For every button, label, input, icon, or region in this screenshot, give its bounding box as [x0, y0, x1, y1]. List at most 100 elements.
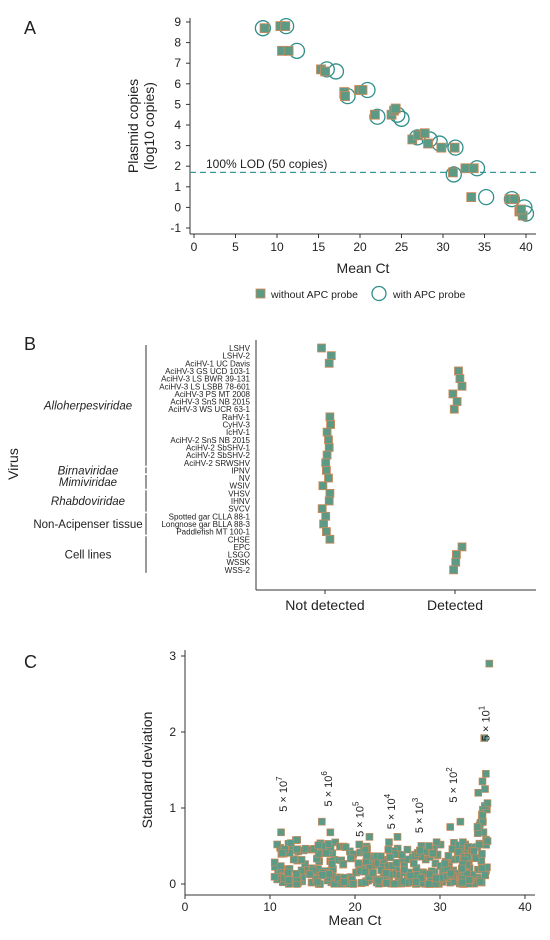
panel-c-y-tick-label: 2 [169, 725, 176, 739]
virus-label: VHSV [228, 489, 250, 498]
panel-a-x-tick-label: 10 [270, 240, 284, 254]
point-without-apc-probe [280, 21, 291, 32]
sd-point [432, 838, 441, 847]
legend-label-with-apc: with APC probe [392, 289, 466, 301]
sd-point [278, 849, 287, 857]
virus-result-point [321, 465, 331, 475]
virus-label: AciHV-3 SnS NB 2015 [170, 398, 250, 407]
point-with-apc-probe [445, 166, 462, 183]
sd-point [410, 859, 418, 868]
virus-result-point [457, 381, 467, 391]
panel-a-y-label-line1: Plasmid copies [125, 79, 141, 173]
sd-point [340, 878, 348, 886]
sd-point [326, 828, 335, 837]
virus-result-point [457, 542, 467, 552]
sd-point [481, 871, 490, 880]
point-without-apc-probe [468, 163, 479, 174]
panel-c-y-tick-label: 0 [169, 877, 176, 891]
panel-a-x-tick-label: 20 [353, 240, 367, 254]
sd-point [322, 849, 330, 858]
point-with-apc-probe [503, 191, 521, 208]
point-with-apc-probe [327, 63, 345, 80]
virus-label: WSS-2 [225, 566, 251, 575]
virus-result-point [324, 435, 333, 445]
virus-label: AciHV-3 LS BWR 39-131 [161, 375, 250, 384]
sd-point [403, 845, 412, 854]
panel-a-y-tick-label: 3 [174, 139, 181, 153]
point-without-apc-probe [460, 163, 471, 174]
virus-label: AciHV-3 GS UCD 103-1 [165, 367, 250, 376]
panel-c-x-tick-label: 40 [518, 900, 532, 914]
sd-point [481, 785, 489, 793]
sd-point [284, 876, 293, 884]
lod-label: 100% LOD (50 copies) [206, 157, 327, 171]
sd-point [384, 845, 393, 854]
virus-result-point [321, 458, 331, 468]
sd-point [458, 864, 466, 873]
virus-result-point [449, 565, 459, 575]
panel-a-y-tick-label: 6 [174, 77, 181, 91]
virus-label: CHSE [228, 535, 250, 544]
sd-point [374, 876, 383, 885]
point-without-apc-probe [449, 142, 460, 153]
panel-label-a: A [24, 18, 36, 38]
panel-c-chart: 0 10 20 30 40 0 1 2 3 5 × 107 5 × 106 5 × 105 5 × … [139, 649, 535, 928]
virus-label: AciHV-3 WS UCR 63-1 [168, 405, 250, 414]
sd-point [425, 880, 433, 888]
virus-label: IHNV [231, 497, 251, 506]
virus-result-point [324, 358, 334, 368]
virus-label: Spotted gar CLLA 88-1 [169, 512, 251, 521]
panel-label-b: B [24, 334, 36, 354]
virus-result-point [322, 427, 332, 437]
virus-label: AciHV-3 PS MT 2008 [175, 390, 251, 399]
virus-result-point [325, 534, 335, 544]
virus-family-label: Rhabdoviridae [51, 496, 125, 508]
panel-a-x-tick-label: 5 [232, 240, 239, 254]
virus-label: RaHV-1 [222, 413, 251, 422]
panel-c-y-tick-label: 3 [169, 649, 176, 663]
sd-point [393, 833, 402, 841]
panel-c-x-tick-label: 20 [348, 900, 362, 914]
panel-a-x-tick-label: 30 [436, 240, 450, 254]
sd-point [365, 872, 374, 881]
panel-a-y-tick-label: 2 [174, 159, 181, 173]
point-without-apc-probe [370, 109, 380, 120]
virus-label: AciHV-2 SbSHV-2 [186, 451, 251, 460]
panel-a-y-label-line2: (log10 copies) [141, 82, 157, 170]
virus-result-point [451, 550, 461, 559]
sd-point [365, 833, 374, 841]
panel-b-category-label: Detected [427, 597, 483, 613]
sd-point [385, 838, 393, 847]
virus-label: AciHV-2 SbSHV-1 [186, 443, 251, 452]
sd-point [478, 811, 487, 820]
sd-point [382, 869, 390, 877]
virus-result-point [324, 443, 334, 452]
virus-family-label: Birnaviridae [58, 465, 119, 477]
virus-result-point [317, 343, 326, 353]
sd-point [377, 852, 385, 861]
virus-label: AciHV-2 SnS NB 2015 [170, 436, 250, 445]
sd-point [425, 842, 433, 850]
panel-a-x-tick-label: 25 [395, 240, 409, 254]
sd-point [454, 848, 463, 856]
panel-b-y-label: Virus [5, 448, 21, 480]
virus-label: LSHV [229, 344, 251, 353]
sd-point [465, 876, 474, 884]
virus-result-point [326, 351, 336, 361]
sd-point [483, 799, 492, 807]
sd-point [473, 829, 482, 837]
sd-point [328, 860, 336, 868]
sd-point [270, 872, 279, 881]
panel-a-y-tick-label: 4 [174, 118, 181, 132]
point-without-apc-probe [419, 128, 430, 139]
sd-point [293, 845, 301, 854]
panel-c-y-tick-label: 1 [169, 801, 176, 815]
sd-point [305, 870, 314, 879]
virus-family-label: Cell lines [65, 550, 112, 562]
copy-number-label: 5 × 105 [352, 801, 367, 837]
copy-number-label: 5 × 102 [445, 767, 460, 803]
panel-c-y-label: Standard deviation [139, 712, 155, 829]
point-without-apc-probe [466, 192, 477, 203]
virus-result-point [326, 420, 336, 429]
sd-point [276, 862, 285, 870]
